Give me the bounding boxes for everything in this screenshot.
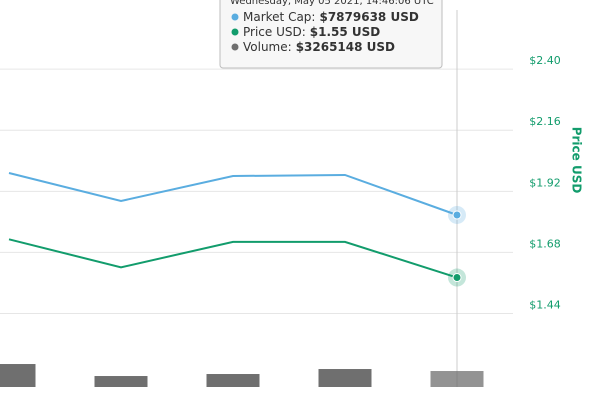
volume-bar bbox=[430, 371, 484, 387]
y2-axis-title: Price USD bbox=[570, 127, 584, 194]
tooltip-label: Price USD: bbox=[243, 25, 306, 39]
tooltip-value: $7879638 USD bbox=[319, 10, 418, 24]
tooltip-marker bbox=[231, 13, 239, 21]
tooltip: Wednesday, May 05 2021, 14:46:06 UTC Mark… bbox=[219, 0, 443, 69]
tooltip-box bbox=[219, 0, 443, 69]
y2-tick-label: $2.40 bbox=[529, 54, 561, 67]
series-line bbox=[8, 238, 458, 279]
tooltip-item: Volume: $3265148 USD bbox=[243, 40, 395, 54]
tooltip-item: Price USD: $1.55 USD bbox=[243, 25, 380, 39]
volume-bar bbox=[318, 369, 372, 387]
volume-bar bbox=[94, 376, 148, 387]
tooltip-value: $3265148 USD bbox=[296, 40, 395, 54]
y2-tick-label: $1.92 bbox=[529, 176, 561, 189]
tooltip-marker bbox=[231, 28, 239, 36]
volume-bar bbox=[206, 374, 260, 387]
y2-tick-label: $1.44 bbox=[529, 299, 561, 312]
tooltip-value: $1.55 USD bbox=[310, 25, 381, 39]
y2-tick-label: $2.16 bbox=[529, 115, 561, 128]
tooltip-item: Market Cap: $7879638 USD bbox=[243, 10, 419, 24]
tooltip-label: Market Cap: bbox=[243, 10, 315, 24]
tooltip-marker bbox=[231, 43, 239, 51]
y2-tick-label: $1.68 bbox=[529, 237, 561, 250]
hover-point bbox=[452, 210, 462, 220]
hover-point bbox=[452, 273, 462, 283]
tooltip-label: Volume: bbox=[243, 40, 292, 54]
volume-bar bbox=[0, 364, 36, 387]
tooltip-date: Wednesday, May 05 2021, 14:46:06 UTC bbox=[230, 0, 434, 7]
series-line bbox=[8, 172, 458, 216]
